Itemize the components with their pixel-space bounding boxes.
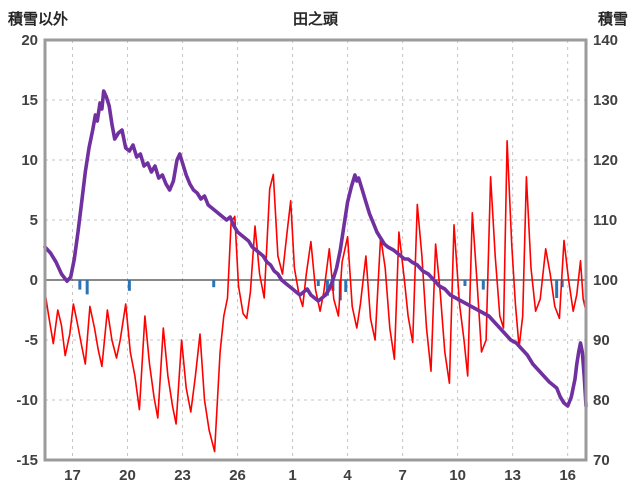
right-axis-tick-labels: 140 130 120 110 100 90 80 70 [593,32,618,469]
svg-text:110: 110 [593,212,617,229]
red-line-series [44,140,587,453]
svg-text:7: 7 [398,467,406,484]
svg-text:5: 5 [30,212,38,229]
svg-text:-15: -15 [16,452,38,469]
plot-border [43,38,588,462]
svg-text:10: 10 [449,467,466,484]
svg-text:23: 23 [174,467,191,484]
svg-text:20: 20 [119,467,136,484]
svg-text:-5: -5 [25,332,38,349]
svg-text:16: 16 [559,467,576,484]
svg-text:90: 90 [593,332,610,349]
svg-text:17: 17 [64,467,81,484]
svg-text:120: 120 [593,152,618,169]
svg-text:100: 100 [593,272,618,289]
purple-line-series [43,89,588,408]
svg-text:140: 140 [593,32,618,49]
svg-text:0: 0 [30,272,38,289]
svg-text:20: 20 [21,32,38,49]
svg-text:15: 15 [21,92,38,109]
svg-text:-10: -10 [16,392,38,409]
svg-text:130: 130 [593,92,618,109]
svg-text:80: 80 [593,392,610,409]
svg-text:4: 4 [343,467,352,484]
left-axis-tick-labels: 20 15 10 5 0 -5 -10 -15 [16,32,38,469]
svg-text:10: 10 [21,152,38,169]
right-axis-title: 積雪 [597,11,628,28]
x-axis-tick-labels: 17 20 23 26 1 4 7 10 13 16 [64,467,576,484]
svg-text:26: 26 [229,467,246,484]
svg-text:1: 1 [288,467,296,484]
chart-title: 田之頭 [292,11,338,28]
svg-text:70: 70 [593,452,610,469]
left-axis-title: 積雪以外 [8,11,69,28]
svg-text:13: 13 [504,467,521,484]
